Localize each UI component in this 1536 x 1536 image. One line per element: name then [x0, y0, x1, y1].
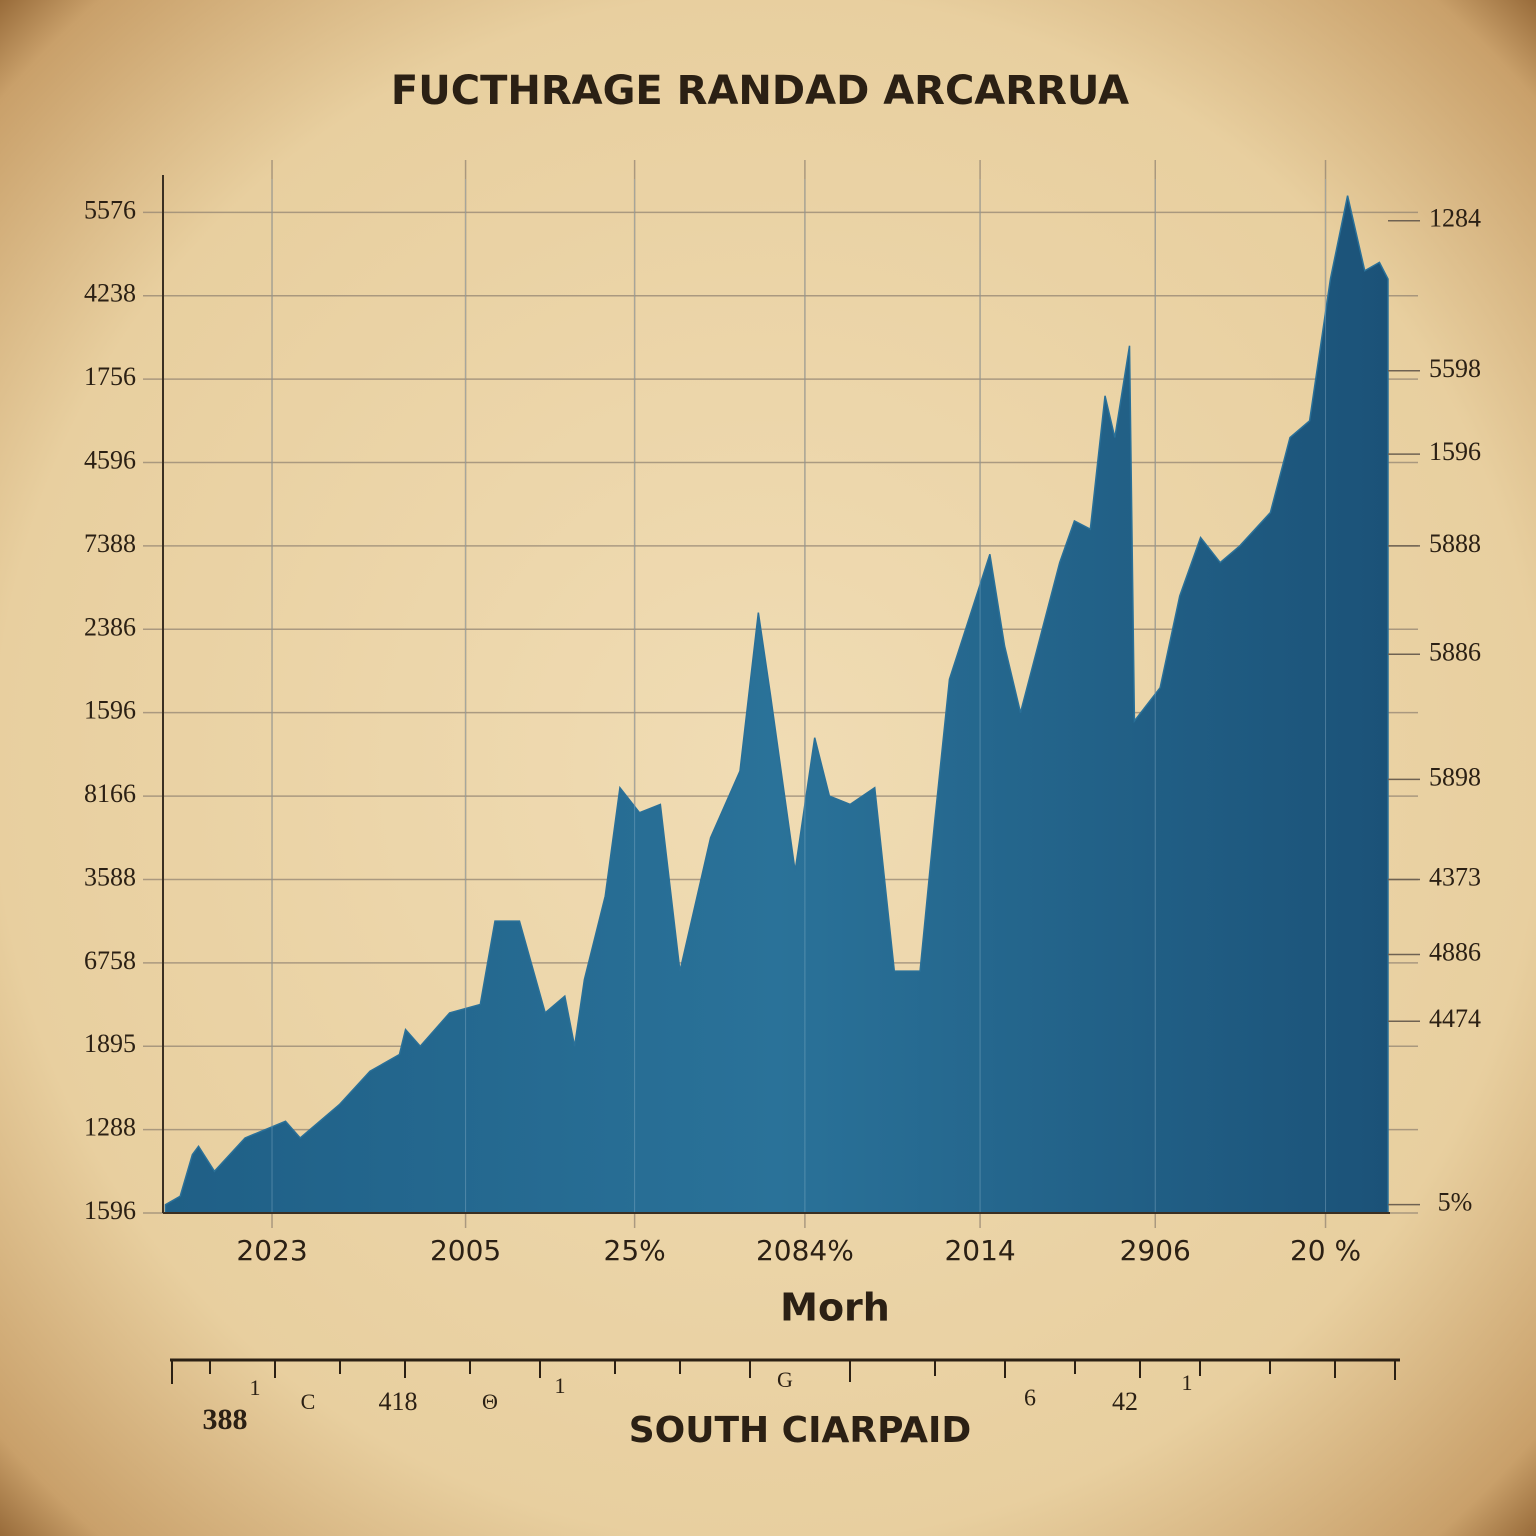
- y2-tick-label: 5%: [1438, 1188, 1473, 1217]
- footer-label: G: [777, 1367, 793, 1392]
- y2-tick-label: 4373: [1429, 862, 1481, 891]
- y-tick-label: 1288: [84, 1113, 136, 1142]
- y2-tick-label: 5898: [1429, 762, 1481, 791]
- ruler-ticks: [171, 1360, 1396, 1384]
- y-tick-label: 4596: [84, 445, 136, 474]
- y-tick-label: 4238: [84, 279, 136, 308]
- footer-label: Θ: [482, 1389, 498, 1414]
- x-tick-label: 25%: [604, 1234, 666, 1267]
- y-tick-label: 1596: [84, 696, 136, 725]
- y-tick-label: 5576: [84, 195, 136, 224]
- footer-label: 1: [555, 1373, 566, 1398]
- x-tick-label: 2005: [430, 1234, 501, 1267]
- footer-label: 388: [203, 1403, 248, 1436]
- footer-label: 418: [379, 1387, 418, 1416]
- footer-label: 1: [250, 1375, 261, 1400]
- y-tick-label: 6758: [84, 946, 136, 975]
- x-tick-label: 2014: [944, 1234, 1015, 1267]
- footer-label: 42: [1112, 1387, 1138, 1416]
- y2-tick-label: 5598: [1429, 354, 1481, 383]
- y-tick-label: 7388: [84, 529, 136, 558]
- chart-title: FUCTHRAGE RANDAD ARCARRUA: [391, 68, 1129, 114]
- area: [164, 195, 1389, 1214]
- y2-tick-label: 4886: [1429, 937, 1481, 966]
- x-axis-title: Morh: [780, 1286, 890, 1330]
- y2-tick-label: 5886: [1429, 637, 1481, 666]
- footer-caption: SOUTH CIARPAID: [629, 1410, 972, 1451]
- x-tick-label: 2906: [1120, 1234, 1191, 1267]
- y2-tick-label: 5888: [1429, 529, 1481, 558]
- y-tick-label: 8166: [84, 779, 136, 808]
- y2-tick-label: 4474: [1429, 1004, 1481, 1033]
- footer-label: 6: [1024, 1386, 1036, 1412]
- footer-ruler: [170, 1358, 1400, 1384]
- footer-label: 1: [1182, 1370, 1193, 1395]
- y-tick-label: 2386: [84, 612, 136, 641]
- footer-label: C: [301, 1389, 316, 1414]
- x-tick-label: 2023: [236, 1234, 307, 1267]
- y-tick-label: 1756: [84, 362, 136, 391]
- y2-tick-label: 1596: [1429, 437, 1481, 466]
- y-tick-label: 1895: [84, 1029, 136, 1058]
- y-tick-label: 3588: [84, 862, 136, 891]
- y2-tick-label: 1284: [1429, 204, 1481, 233]
- x-tick-label: 20 %: [1290, 1234, 1361, 1267]
- y-tick-label: 1596: [84, 1196, 136, 1225]
- x-tick-label: 2084%: [756, 1234, 854, 1267]
